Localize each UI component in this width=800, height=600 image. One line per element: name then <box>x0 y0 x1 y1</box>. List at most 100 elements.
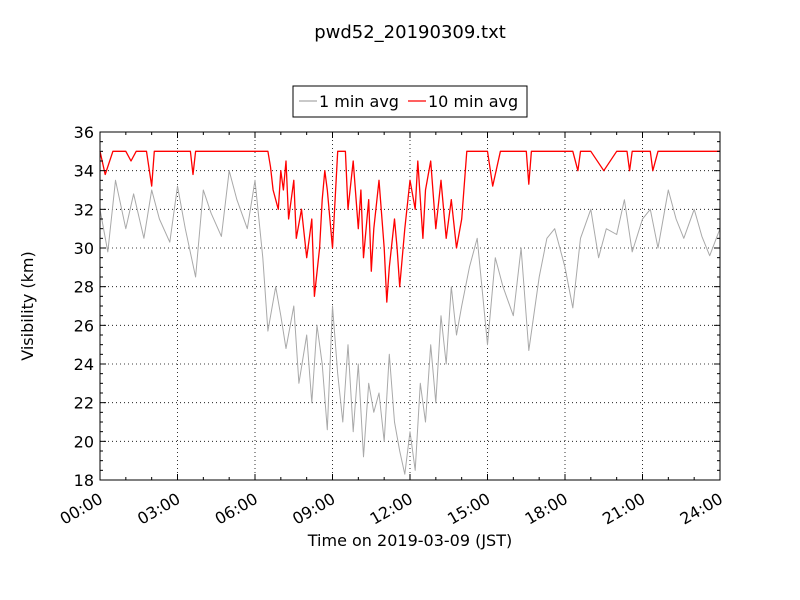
chart-title: pwd52_20190309.txt <box>314 22 506 43</box>
data-point <box>190 151 192 153</box>
data-point <box>195 151 197 153</box>
data-point <box>280 170 282 172</box>
data-point <box>435 228 437 230</box>
data-point <box>456 334 458 336</box>
y-tick-labels: 18 20 22 24 26 28 30 32 34 36 <box>74 123 94 490</box>
data-point <box>267 151 269 153</box>
data-point <box>461 305 463 307</box>
data-point <box>254 180 256 182</box>
data-point <box>616 151 618 153</box>
data-point <box>316 325 318 327</box>
data-point <box>526 151 528 153</box>
data-point <box>306 334 308 336</box>
data-point <box>538 276 540 278</box>
y-tick-label: 32 <box>74 200 94 219</box>
data-point <box>631 251 633 253</box>
data-point <box>280 315 282 317</box>
data-point <box>693 151 695 153</box>
y-tick-label: 18 <box>74 471 94 490</box>
data-point <box>430 160 432 162</box>
grid <box>100 132 720 480</box>
data-point <box>192 174 194 176</box>
data-point <box>203 189 205 191</box>
data-point <box>358 228 360 230</box>
data-point <box>706 151 708 153</box>
data-point <box>642 151 644 153</box>
data-point <box>440 180 442 182</box>
data-point <box>285 160 287 162</box>
data-point <box>378 392 380 394</box>
series-1min-avg <box>99 170 721 475</box>
data-point <box>270 166 272 168</box>
data-point <box>107 251 109 253</box>
data-point <box>425 421 427 423</box>
data-point <box>228 170 230 172</box>
data-point <box>482 151 484 153</box>
data-point <box>327 189 329 191</box>
legend-label-1min: 1 min avg <box>319 92 399 111</box>
data-point <box>143 238 145 240</box>
data-point <box>396 247 398 249</box>
data-point <box>404 473 406 475</box>
data-point <box>657 247 659 249</box>
data-point <box>409 431 411 433</box>
data-point <box>629 170 631 172</box>
data-point <box>513 315 515 317</box>
y-tick-label: 28 <box>74 278 94 297</box>
data-point <box>262 257 264 259</box>
data-point <box>151 189 153 191</box>
data-point <box>216 151 218 153</box>
data-point <box>247 228 249 230</box>
data-point <box>461 218 463 220</box>
data-point <box>203 151 205 153</box>
data-point <box>577 170 579 172</box>
data-point <box>554 228 556 230</box>
data-point <box>177 151 179 153</box>
data-point <box>683 238 685 240</box>
data-point <box>125 228 127 230</box>
data-point <box>112 151 114 153</box>
data-point <box>383 441 385 443</box>
data-point <box>104 174 106 176</box>
data-point <box>285 348 287 350</box>
data-point <box>133 193 135 195</box>
data-point <box>288 218 290 220</box>
data-point <box>337 151 339 153</box>
data-point <box>414 209 416 211</box>
data-point <box>652 170 654 172</box>
data-point <box>347 209 349 211</box>
data-point <box>440 315 442 317</box>
data-point <box>476 238 478 240</box>
data-point <box>311 218 313 220</box>
data-point <box>278 209 280 211</box>
data-point <box>394 421 396 423</box>
y-tick-label: 36 <box>74 123 94 142</box>
data-point <box>414 470 416 472</box>
data-point <box>502 286 504 288</box>
data-point <box>606 228 608 230</box>
data-point <box>130 160 132 162</box>
ticks <box>99 131 721 481</box>
data-point <box>513 151 515 153</box>
data-point <box>363 456 365 458</box>
data-point <box>154 151 156 153</box>
data-point <box>394 218 396 220</box>
data-point <box>425 189 427 191</box>
data-point <box>474 151 476 153</box>
data-point <box>283 189 285 191</box>
data-point <box>616 234 618 236</box>
data-point <box>675 218 677 220</box>
data-point <box>296 238 298 240</box>
data-point <box>580 151 582 153</box>
data-point <box>378 180 380 182</box>
data-point <box>709 255 711 257</box>
data-point <box>650 151 652 153</box>
data-point <box>399 286 401 288</box>
data-point <box>135 151 137 153</box>
legend: 1 min avg 10 min avg <box>292 85 528 118</box>
data-point <box>451 286 453 288</box>
data-point <box>528 183 530 185</box>
data-point <box>345 151 347 153</box>
data-point <box>321 199 323 201</box>
